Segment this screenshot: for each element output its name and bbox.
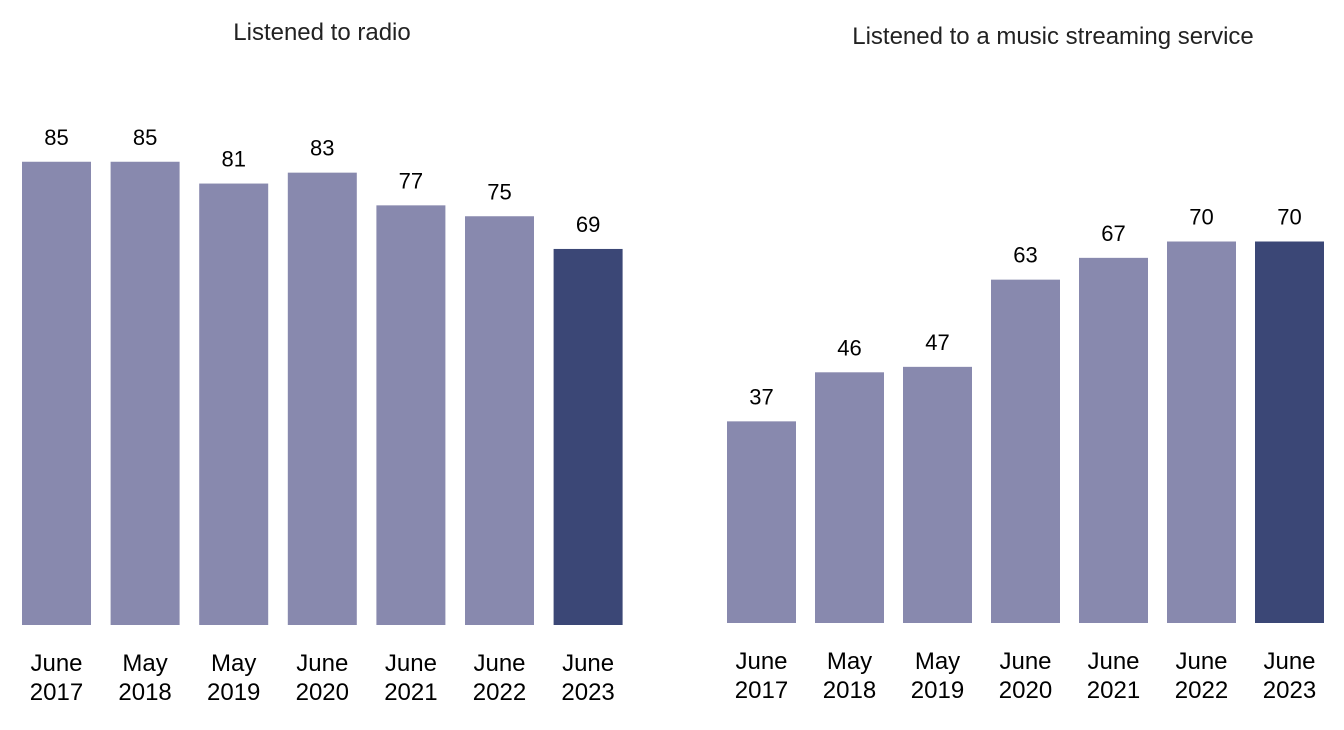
data-label-streaming-1: 46 bbox=[837, 335, 861, 360]
bar-radio-6 bbox=[553, 248, 623, 625]
bar-radio-2 bbox=[199, 183, 269, 626]
bar-streaming-1 bbox=[815, 372, 884, 623]
chart-title-radio: Listened to radio bbox=[233, 19, 411, 46]
bar-streaming-2 bbox=[903, 366, 972, 623]
tick-label-radio-0: June 2017 bbox=[30, 650, 83, 706]
bar-streaming-6 bbox=[1255, 241, 1324, 623]
tick-label-radio-2: May 2019 bbox=[207, 650, 260, 706]
data-label-radio-0: 85 bbox=[44, 125, 68, 150]
tick-label-radio-6: June 2023 bbox=[561, 650, 614, 706]
tick-label-streaming-3: June 2020 bbox=[999, 648, 1052, 704]
data-label-streaming-6: 70 bbox=[1277, 205, 1301, 230]
tick-label-streaming-1: May 2018 bbox=[823, 648, 876, 704]
tick-label-radio-5: June 2022 bbox=[473, 650, 526, 706]
data-label-radio-3: 83 bbox=[310, 136, 334, 161]
data-label-streaming-4: 67 bbox=[1101, 221, 1125, 246]
bar-radio-1 bbox=[110, 161, 180, 625]
data-label-radio-4: 77 bbox=[399, 168, 423, 193]
tick-label-radio-1: May 2018 bbox=[118, 650, 171, 706]
bar-streaming-4 bbox=[1079, 257, 1148, 623]
tick-label-streaming-5: June 2022 bbox=[1175, 648, 1228, 704]
chart-streaming: Listened to a music streaming service 37… bbox=[672, 0, 1344, 730]
chart-radio: Listened to radio 85 June 2017 85 May 2018 81 M… bbox=[22, 19, 623, 706]
data-label-radio-2: 81 bbox=[221, 147, 245, 172]
chart-streaming-plot: 37 June 2017 46 May 2018 47 May 2019 63 June 2020 67… bbox=[727, 205, 1324, 704]
bar-streaming-5 bbox=[1167, 241, 1236, 623]
data-label-radio-5: 75 bbox=[487, 179, 511, 204]
chart-title-streaming: Listened to a music streaming service bbox=[852, 23, 1254, 50]
tick-label-streaming-4: June 2021 bbox=[1087, 648, 1140, 704]
bar-streaming-0 bbox=[727, 421, 796, 623]
data-label-radio-6: 69 bbox=[576, 212, 600, 237]
chart-radio-plot: 85 June 2017 85 May 2018 81 May 2019 83 June 2020 77… bbox=[22, 125, 623, 706]
data-label-radio-1: 85 bbox=[133, 125, 157, 150]
bar-streaming-3 bbox=[991, 279, 1060, 623]
data-label-streaming-3: 63 bbox=[1013, 243, 1037, 268]
tick-label-streaming-2: May 2019 bbox=[911, 648, 964, 704]
data-label-streaming-0: 37 bbox=[749, 384, 773, 409]
bar-radio-5 bbox=[465, 216, 534, 625]
bar-radio-3 bbox=[287, 172, 357, 625]
tick-label-streaming-6: June 2023 bbox=[1263, 648, 1316, 704]
data-label-streaming-2: 47 bbox=[925, 330, 949, 355]
tick-label-radio-4: June 2021 bbox=[384, 650, 437, 706]
tick-label-radio-3: June 2020 bbox=[296, 650, 349, 706]
bar-radio-0 bbox=[22, 161, 91, 625]
tick-label-streaming-0: June 2017 bbox=[735, 648, 788, 704]
data-label-streaming-5: 70 bbox=[1189, 205, 1213, 230]
bar-radio-4 bbox=[376, 205, 446, 625]
